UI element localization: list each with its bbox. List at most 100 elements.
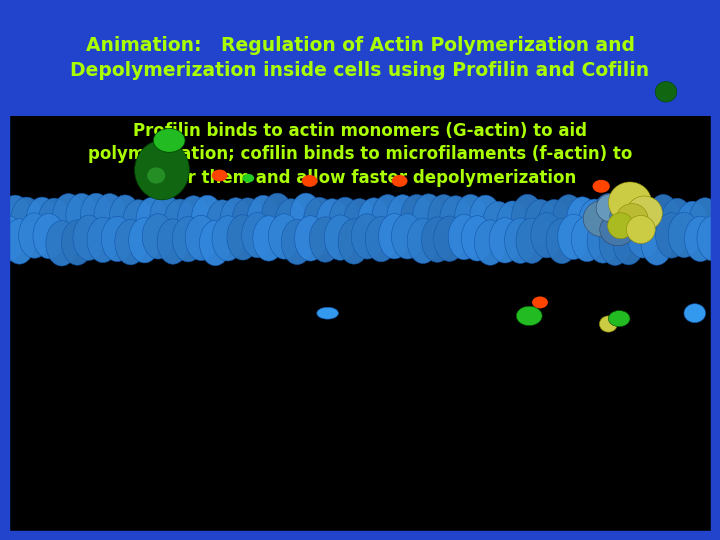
Ellipse shape	[122, 200, 154, 245]
Ellipse shape	[290, 193, 322, 239]
Ellipse shape	[668, 212, 700, 258]
Ellipse shape	[53, 193, 84, 239]
Ellipse shape	[317, 307, 338, 319]
Ellipse shape	[310, 217, 341, 262]
Ellipse shape	[516, 218, 548, 264]
Circle shape	[608, 310, 630, 327]
Ellipse shape	[148, 167, 166, 184]
Ellipse shape	[553, 194, 585, 240]
Ellipse shape	[4, 219, 35, 264]
Ellipse shape	[440, 195, 472, 241]
Ellipse shape	[684, 303, 706, 322]
Ellipse shape	[33, 213, 65, 259]
Text: MBIInfo: MBIInfo	[545, 233, 600, 248]
Ellipse shape	[539, 199, 570, 245]
Ellipse shape	[489, 218, 521, 263]
Ellipse shape	[102, 216, 133, 261]
Ellipse shape	[512, 194, 544, 240]
Ellipse shape	[178, 195, 210, 241]
Circle shape	[392, 175, 408, 187]
Ellipse shape	[157, 219, 189, 264]
Ellipse shape	[212, 215, 243, 261]
Ellipse shape	[81, 193, 112, 239]
Ellipse shape	[593, 193, 624, 239]
Ellipse shape	[66, 193, 97, 239]
Ellipse shape	[599, 316, 618, 332]
Ellipse shape	[392, 214, 423, 259]
Ellipse shape	[114, 219, 146, 265]
Ellipse shape	[656, 213, 688, 258]
Ellipse shape	[0, 201, 17, 246]
Ellipse shape	[232, 198, 264, 243]
Ellipse shape	[0, 195, 31, 240]
Ellipse shape	[329, 197, 361, 242]
Ellipse shape	[567, 197, 598, 242]
Ellipse shape	[610, 204, 636, 228]
Ellipse shape	[343, 199, 375, 244]
Ellipse shape	[408, 218, 439, 264]
Ellipse shape	[109, 195, 141, 240]
Ellipse shape	[497, 201, 528, 246]
Ellipse shape	[599, 220, 631, 266]
Circle shape	[516, 306, 542, 326]
Ellipse shape	[172, 217, 204, 262]
Ellipse shape	[401, 194, 433, 240]
Ellipse shape	[505, 218, 536, 264]
Ellipse shape	[304, 197, 336, 242]
Ellipse shape	[269, 214, 300, 259]
Ellipse shape	[697, 215, 720, 261]
Ellipse shape	[626, 215, 655, 244]
Ellipse shape	[253, 216, 284, 261]
Circle shape	[212, 170, 228, 181]
Ellipse shape	[613, 219, 644, 265]
Ellipse shape	[583, 200, 624, 237]
Ellipse shape	[428, 194, 459, 240]
Ellipse shape	[379, 213, 410, 259]
Ellipse shape	[600, 213, 636, 246]
Ellipse shape	[647, 194, 679, 240]
Ellipse shape	[0, 216, 24, 261]
Ellipse shape	[242, 212, 274, 258]
Ellipse shape	[689, 198, 720, 243]
Ellipse shape	[185, 215, 217, 261]
Text: Profilin binds to actin monomers (G-actin) to aid
polymerization; cofilin binds : Profilin binds to actin monomers (G-acti…	[88, 122, 632, 187]
Ellipse shape	[587, 218, 618, 263]
Ellipse shape	[608, 195, 640, 240]
Ellipse shape	[546, 218, 577, 264]
Ellipse shape	[61, 220, 93, 265]
Ellipse shape	[662, 198, 693, 244]
Ellipse shape	[525, 199, 557, 245]
Ellipse shape	[608, 182, 652, 223]
Ellipse shape	[351, 214, 383, 259]
Ellipse shape	[150, 195, 181, 240]
Bar	[0, 0, 720, 116]
Ellipse shape	[199, 220, 231, 266]
Ellipse shape	[94, 193, 125, 239]
Ellipse shape	[677, 201, 708, 247]
Ellipse shape	[608, 213, 634, 239]
Ellipse shape	[579, 199, 611, 245]
Ellipse shape	[387, 195, 418, 240]
Ellipse shape	[38, 198, 70, 244]
Ellipse shape	[282, 219, 313, 265]
Ellipse shape	[19, 213, 50, 258]
Ellipse shape	[433, 216, 465, 261]
Ellipse shape	[474, 220, 506, 265]
Ellipse shape	[531, 213, 562, 258]
Ellipse shape	[227, 215, 258, 260]
Ellipse shape	[558, 214, 590, 260]
Ellipse shape	[596, 194, 625, 222]
Circle shape	[153, 129, 185, 152]
Ellipse shape	[275, 199, 307, 244]
Ellipse shape	[448, 214, 480, 260]
Ellipse shape	[626, 196, 662, 231]
Ellipse shape	[634, 200, 665, 245]
Ellipse shape	[87, 217, 119, 262]
Ellipse shape	[26, 197, 58, 242]
Ellipse shape	[571, 217, 603, 262]
Ellipse shape	[358, 198, 390, 243]
Circle shape	[593, 180, 610, 193]
Ellipse shape	[220, 198, 251, 243]
Circle shape	[243, 174, 254, 183]
Ellipse shape	[247, 195, 279, 241]
